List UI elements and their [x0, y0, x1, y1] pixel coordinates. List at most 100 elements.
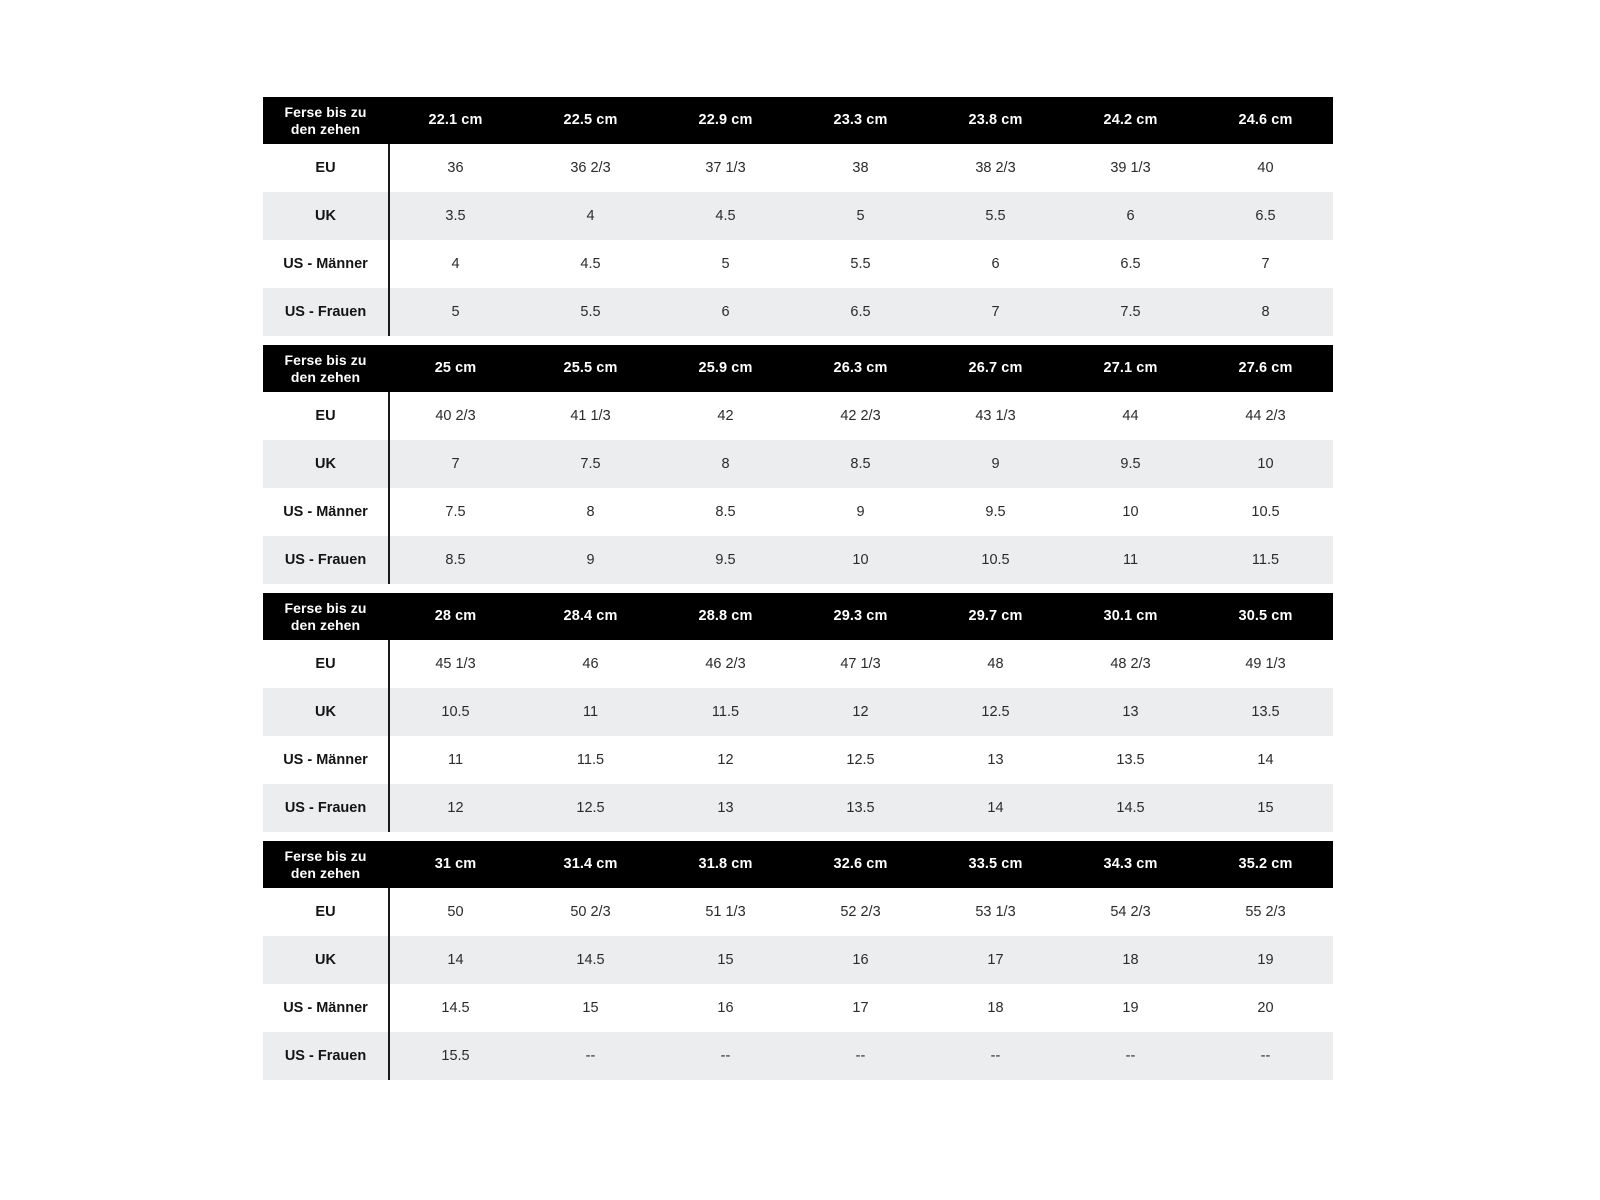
row-label-uk: UK [315, 208, 336, 224]
size-value-cell: 5 [451, 304, 460, 320]
size-value-cell: 15.5 [441, 1048, 470, 1064]
size-value-cell: 6 [721, 304, 730, 320]
size-value-cell: 13 [717, 800, 734, 816]
measure-header: Ferse bis zu den zehen [284, 847, 367, 881]
size-value-cell: 8 [586, 504, 595, 520]
size-value-cell: 12 [447, 800, 464, 816]
size-value-cell: -- [855, 1048, 866, 1064]
size-value-cell: 54 2/3 [1110, 904, 1151, 920]
size-value-cell: 9.5 [715, 552, 736, 568]
size-value-cell: 12.5 [576, 800, 605, 816]
size-value-cell: 5.5 [985, 208, 1006, 224]
size-value-cell: 46 2/3 [705, 656, 746, 672]
size-value-cell: 7 [451, 456, 460, 472]
table-row: US - Männer 14.5 15 16 17 18 19 20 [263, 984, 1333, 1032]
size-value-cell: 7 [1261, 256, 1270, 272]
column-divider [388, 640, 390, 832]
table-row: EU 50 50 2/3 51 1/3 52 2/3 53 1/3 54 2/3 55 2/3 [263, 888, 1333, 936]
size-value-cell: 42 [717, 408, 734, 424]
table-row: US - Männer 4 4.5 5 5.5 6 6.5 7 [263, 240, 1333, 288]
column-header-length: 34.3 cm [1103, 855, 1158, 872]
table-row: UK 7 7.5 8 8.5 9 9.5 10 [263, 440, 1333, 488]
column-header-length: 25 cm [434, 359, 477, 376]
size-value-cell: 11 [447, 752, 464, 768]
size-value-cell: 15 [717, 952, 734, 968]
size-value-cell: 6.5 [1255, 208, 1276, 224]
size-table-header-row: Ferse bis zu den zehen 31 cm 31.4 cm 31.8 c… [263, 841, 1333, 888]
size-value-cell: 5.5 [850, 256, 871, 272]
column-header-length: 22.1 cm [428, 111, 483, 128]
row-label-uk: UK [315, 704, 336, 720]
size-value-cell: 53 1/3 [975, 904, 1016, 920]
size-value-cell: 10 [852, 552, 869, 568]
column-header-length: 29.7 cm [968, 607, 1023, 624]
size-value-cell: 12 [852, 704, 869, 720]
row-label-eu: EU [315, 904, 336, 920]
size-value-cell: 6 [991, 256, 1000, 272]
column-header-length: 25.5 cm [563, 359, 618, 376]
size-value-cell: 37 1/3 [705, 160, 746, 176]
size-value-cell: 7.5 [1120, 304, 1141, 320]
column-header-length: 22.5 cm [563, 111, 618, 128]
size-block: Ferse bis zu den zehen 31 cm 31.4 cm 31.8 c… [263, 841, 1333, 1080]
row-label-us-men: US - Männer [283, 752, 368, 768]
table-row: US - Männer 7.5 8 8.5 9 9.5 10 10.5 [263, 488, 1333, 536]
size-value-cell: 11.5 [1251, 552, 1280, 568]
measure-header: Ferse bis zu den zehen [284, 599, 367, 633]
column-header-length: 31.4 cm [563, 855, 618, 872]
table-row: US - Frauen 5 5.5 6 6.5 7 7.5 8 [263, 288, 1333, 336]
column-header-length: 29.3 cm [833, 607, 888, 624]
size-value-cell: 11.5 [576, 752, 605, 768]
size-value-cell: 14.5 [576, 952, 605, 968]
size-value-cell: 36 2/3 [570, 160, 611, 176]
column-header-length: 31 cm [434, 855, 477, 872]
size-value-cell: -- [990, 1048, 1001, 1064]
size-value-cell: 18 [1122, 952, 1139, 968]
size-value-cell: 9 [586, 552, 595, 568]
size-value-cell: 39 1/3 [1110, 160, 1151, 176]
size-value-cell: 17 [852, 1000, 869, 1016]
size-value-cell: 9.5 [985, 504, 1006, 520]
size-value-cell: 52 2/3 [840, 904, 881, 920]
size-value-cell: 40 2/3 [435, 408, 476, 424]
column-header-length: 32.6 cm [833, 855, 888, 872]
size-value-cell: 15 [582, 1000, 599, 1016]
table-row: US - Frauen 15.5 -- -- -- -- -- -- [263, 1032, 1333, 1080]
size-value-cell: 9.5 [1120, 456, 1141, 472]
row-label-us-men: US - Männer [283, 1000, 368, 1016]
column-header-length: 24.6 cm [1238, 111, 1293, 128]
size-value-cell: 48 2/3 [1110, 656, 1151, 672]
size-value-cell: 12.5 [981, 704, 1010, 720]
column-header-length: 27.1 cm [1103, 359, 1158, 376]
size-value-cell: 18 [987, 1000, 1004, 1016]
size-value-cell: 55 2/3 [1245, 904, 1286, 920]
column-header-length: 26.3 cm [833, 359, 888, 376]
column-header-length: 33.5 cm [968, 855, 1023, 872]
size-block: Ferse bis zu den zehen 28 cm 28.4 cm 28.8 c… [263, 593, 1333, 832]
measure-header: Ferse bis zu den zehen [284, 103, 367, 137]
size-table-header-row: Ferse bis zu den zehen 25 cm 25.5 cm 25.9 c… [263, 345, 1333, 392]
size-value-cell: 17 [987, 952, 1004, 968]
size-value-cell: 4.5 [580, 256, 601, 272]
size-value-cell: 42 2/3 [840, 408, 881, 424]
size-value-cell: 46 [582, 656, 599, 672]
size-value-cell: -- [585, 1048, 596, 1064]
size-value-cell: 50 2/3 [570, 904, 611, 920]
size-value-cell: 44 2/3 [1245, 408, 1286, 424]
column-header-length: 22.9 cm [698, 111, 753, 128]
size-value-cell: 8.5 [715, 504, 736, 520]
size-value-cell: 15 [1257, 800, 1274, 816]
size-value-cell: 48 [987, 656, 1004, 672]
row-label-eu: EU [315, 656, 336, 672]
row-label-us-women: US - Frauen [284, 304, 367, 320]
table-row: EU 40 2/3 41 1/3 42 42 2/3 43 1/3 44 44 2/3 [263, 392, 1333, 440]
size-table: Ferse bis zu den zehen 22.1 cm 22.5 cm 22.9… [263, 97, 1333, 336]
row-label-us-women: US - Frauen [284, 1048, 367, 1064]
size-value-cell: 10.5 [1251, 504, 1280, 520]
size-value-cell: 4 [586, 208, 595, 224]
size-value-cell: 6 [1126, 208, 1135, 224]
column-header-length: 25.9 cm [698, 359, 753, 376]
size-value-cell: 11 [1122, 552, 1139, 568]
row-label-eu: EU [315, 408, 336, 424]
size-value-cell: 3.5 [445, 208, 466, 224]
